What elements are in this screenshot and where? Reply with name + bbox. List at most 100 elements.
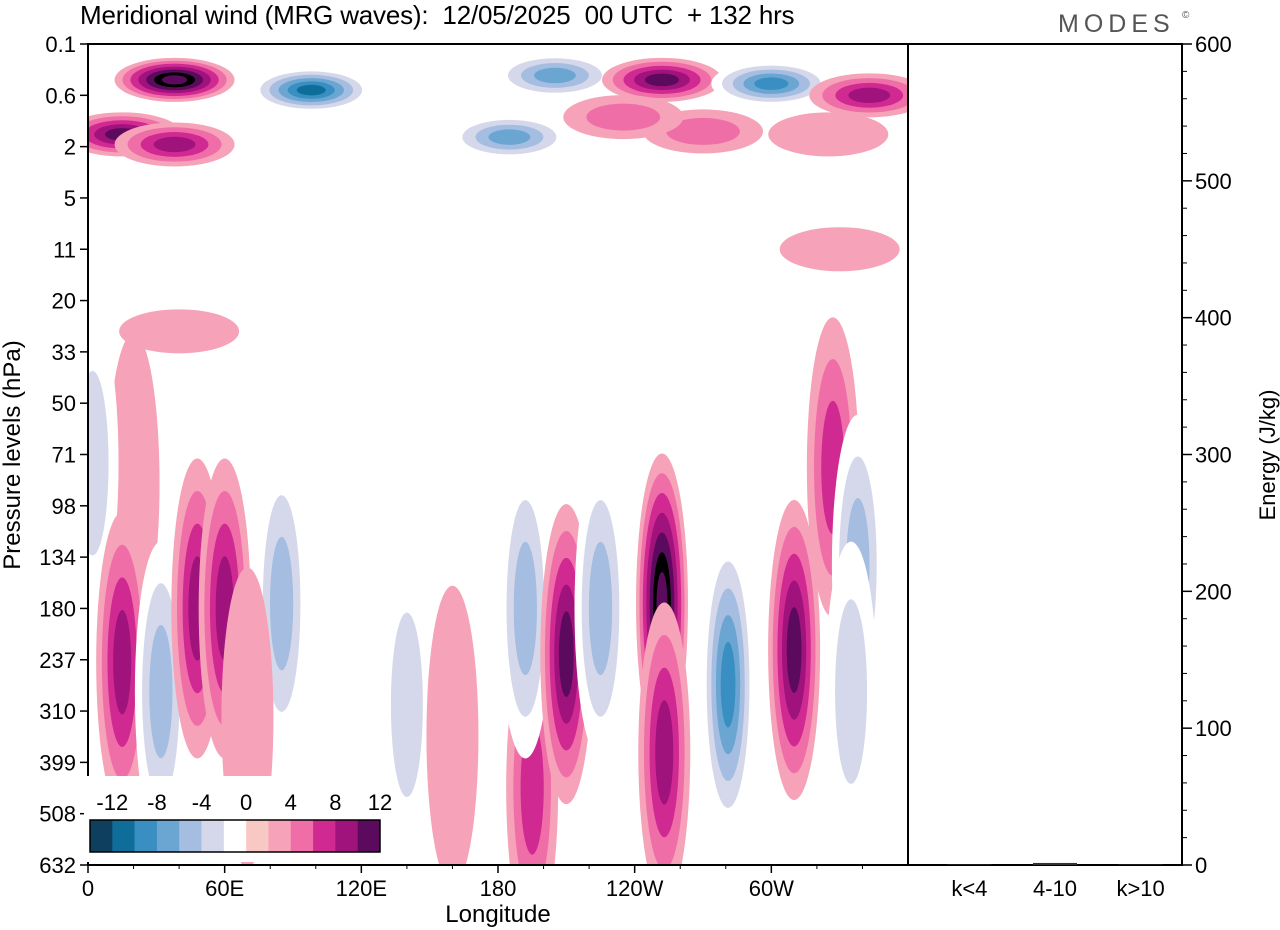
y-tick-label: 134 [39,545,76,570]
wind-anomaly-27 [380,554,433,855]
energy-bars: k<4 4-10 k>10 [947,862,1165,901]
y-tick-label: 2 [64,135,76,160]
y-tick-label: 98 [52,494,76,519]
y-tick-label: 180 [39,596,76,621]
energy-tick-label: 300 [1195,443,1232,468]
energy-category-label: k>10 [1116,876,1164,901]
contour-band [720,641,736,728]
contour-band [779,227,900,272]
y-tick-label: 50 [52,391,76,416]
contour-band [149,624,173,759]
contour-band [768,112,889,157]
colorbar-label: 8 [329,790,341,815]
y-tick-label: 237 [39,648,76,673]
x-tick-label: 180 [480,876,517,901]
wind-anomaly-10 [563,95,684,140]
colorbar-swatch [134,820,158,852]
colorbar-swatch [223,820,247,852]
y-tick-label: 33 [52,340,76,365]
y-tick-label: 71 [52,443,76,468]
contour-band [835,599,868,784]
colorbar-label: -8 [147,790,167,815]
wind-anomaly-8 [449,115,570,160]
colorbar-frame [89,819,381,853]
wind-anomaly-14 [779,227,900,272]
chart-title: Meridional wind (MRG waves): 12/05/2025 … [80,0,795,30]
y-tick-label: 399 [39,750,76,775]
energy-category-label: k<4 [951,876,987,901]
contour-band [655,700,674,805]
energy-bar [1033,862,1077,865]
wind-anomaly-3 [602,57,722,102]
wind-anomaly-31 [574,458,627,759]
axes: 0.1 0.6 2 5 11 20 33 50 71 98 134 180 237 310 399 508 63… [39,32,1231,901]
wind-anomaly-30 [540,504,593,805]
energy-tick-label: 500 [1195,169,1232,194]
brand-copyright-mark: © [1182,10,1190,21]
wind-anomaly-38 [426,585,479,865]
contour-band [113,609,132,715]
heatmap-field [88,53,908,865]
contour-band [558,611,574,698]
colorbar-swatch [156,820,180,852]
y-tick-label: 20 [52,289,76,314]
wind-anomaly-35 [768,500,821,801]
contour-band [586,103,661,131]
contour-band [534,67,576,84]
contour-band [666,117,740,145]
energy-tick-label: 200 [1195,579,1232,604]
wind-anomaly-21 [96,512,149,813]
x-axis-label: Longitude [445,901,550,928]
contour-band [270,536,294,671]
contour-band [198,217,319,262]
contour-band [426,585,479,865]
contour-band [449,234,570,279]
y-tick-label: 11 [53,237,76,262]
colorbar-swatch [335,820,358,852]
contour-band [119,309,240,354]
brand-logo: MODES [1058,10,1175,38]
colorbar-swatch [179,820,202,852]
colorbar-swatch [268,820,292,852]
y-tick-label: 0.1 [45,32,76,57]
y-tick-label: 508 [39,802,76,827]
colorbar-swatch [90,820,113,852]
contour-band [848,87,891,104]
colorbar-label: -12 [96,790,128,815]
energy-tick-label: 400 [1195,306,1232,331]
y-tick-label: 5 [64,186,76,211]
y-tick-label: 0.6 [45,83,76,108]
x-tick-label: 60W [749,876,794,901]
colorbar-swatch [201,820,225,852]
colorbar-swatch [290,820,314,852]
energy-category-label: 4-10 [1033,876,1077,901]
wind-anomaly-15 [449,234,570,279]
energy-axis-label: Energy (J/kg) [1255,390,1280,521]
contour-band [88,370,109,556]
colorbar-swatch [246,820,269,852]
contour-band [390,612,423,798]
y-tick-label: 310 [39,699,76,724]
contour-band [588,541,613,676]
energy-bar [1118,864,1163,865]
contour-band [786,607,802,693]
wind-anomaly-2 [494,53,615,98]
wind-anomaly-29 [499,458,552,759]
x-tick-label: 120E [336,876,387,901]
y-tick-label: 632 [39,853,76,878]
contour-band [754,77,789,91]
energy-bar [947,864,992,865]
contour-band [324,147,445,192]
colorbar-swatch [313,820,336,852]
wind-anomaly-13 [198,217,319,262]
x-tick-label: 0 [82,876,94,901]
contour-band [513,541,537,676]
energy-panel-frame [907,43,1183,866]
contour-band [161,75,188,85]
wind-anomaly-4 [711,61,832,106]
colorbar-swatch [112,820,135,852]
wind-anomaly-16 [119,309,240,354]
contour-band [296,84,326,96]
wind-anomaly-11 [768,112,889,157]
